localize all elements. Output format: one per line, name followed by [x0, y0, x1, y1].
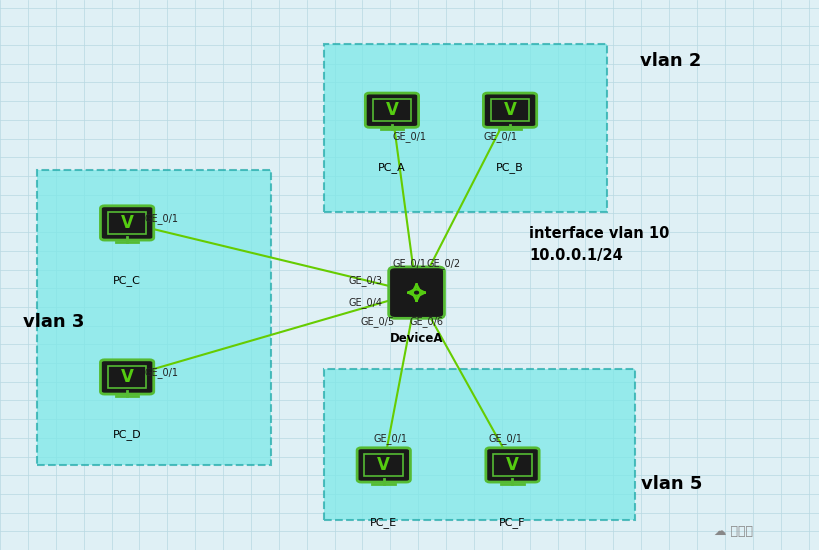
- Text: vlan 3: vlan 3: [23, 313, 84, 331]
- Text: GE_0/1: GE_0/1: [482, 131, 517, 142]
- Text: GE_0/5: GE_0/5: [360, 316, 394, 327]
- FancyBboxPatch shape: [107, 366, 147, 388]
- Text: V: V: [120, 368, 133, 386]
- Text: PC_F: PC_F: [499, 517, 525, 528]
- Text: PC_E: PC_E: [369, 517, 397, 528]
- Text: GE_0/1: GE_0/1: [144, 367, 179, 378]
- Text: DeviceA: DeviceA: [389, 332, 443, 345]
- Text: vlan 5: vlan 5: [640, 475, 702, 493]
- Text: GE_0/2: GE_0/2: [426, 258, 460, 270]
- Text: GE_0/3: GE_0/3: [348, 275, 382, 286]
- FancyBboxPatch shape: [101, 360, 154, 394]
- FancyBboxPatch shape: [324, 368, 635, 520]
- FancyBboxPatch shape: [324, 44, 606, 212]
- Text: PC_D: PC_D: [113, 429, 141, 440]
- Text: V: V: [120, 214, 133, 232]
- Text: GE_0/1: GE_0/1: [488, 433, 523, 444]
- FancyBboxPatch shape: [364, 454, 403, 476]
- Text: V: V: [503, 101, 516, 119]
- FancyBboxPatch shape: [483, 93, 536, 127]
- Circle shape: [412, 290, 420, 295]
- FancyBboxPatch shape: [492, 454, 532, 476]
- Text: PC_C: PC_C: [113, 275, 141, 286]
- FancyBboxPatch shape: [490, 99, 529, 122]
- Circle shape: [414, 292, 418, 294]
- FancyBboxPatch shape: [485, 448, 539, 482]
- FancyBboxPatch shape: [372, 99, 411, 122]
- Text: interface vlan 10
10.0.0.1/24: interface vlan 10 10.0.0.1/24: [528, 226, 668, 263]
- FancyBboxPatch shape: [388, 267, 444, 318]
- Text: PC_B: PC_B: [495, 162, 523, 173]
- Text: GE_0/4: GE_0/4: [348, 297, 382, 308]
- Text: GE_0/1: GE_0/1: [144, 213, 179, 224]
- FancyBboxPatch shape: [101, 206, 154, 240]
- Text: GE_0/1: GE_0/1: [392, 131, 427, 142]
- FancyBboxPatch shape: [364, 93, 418, 127]
- FancyBboxPatch shape: [37, 170, 270, 465]
- Text: ☁ 亿速云: ☁ 亿速云: [713, 525, 753, 538]
- FancyBboxPatch shape: [357, 448, 410, 482]
- Text: PC_A: PC_A: [378, 162, 405, 173]
- Text: GE_0/1: GE_0/1: [373, 433, 407, 444]
- Text: GE_0/1: GE_0/1: [392, 258, 427, 270]
- FancyBboxPatch shape: [107, 212, 147, 234]
- Text: V: V: [377, 456, 390, 474]
- Text: V: V: [385, 101, 398, 119]
- Text: V: V: [505, 456, 518, 474]
- Text: GE_0/6: GE_0/6: [409, 316, 443, 327]
- Text: vlan 2: vlan 2: [639, 52, 700, 69]
